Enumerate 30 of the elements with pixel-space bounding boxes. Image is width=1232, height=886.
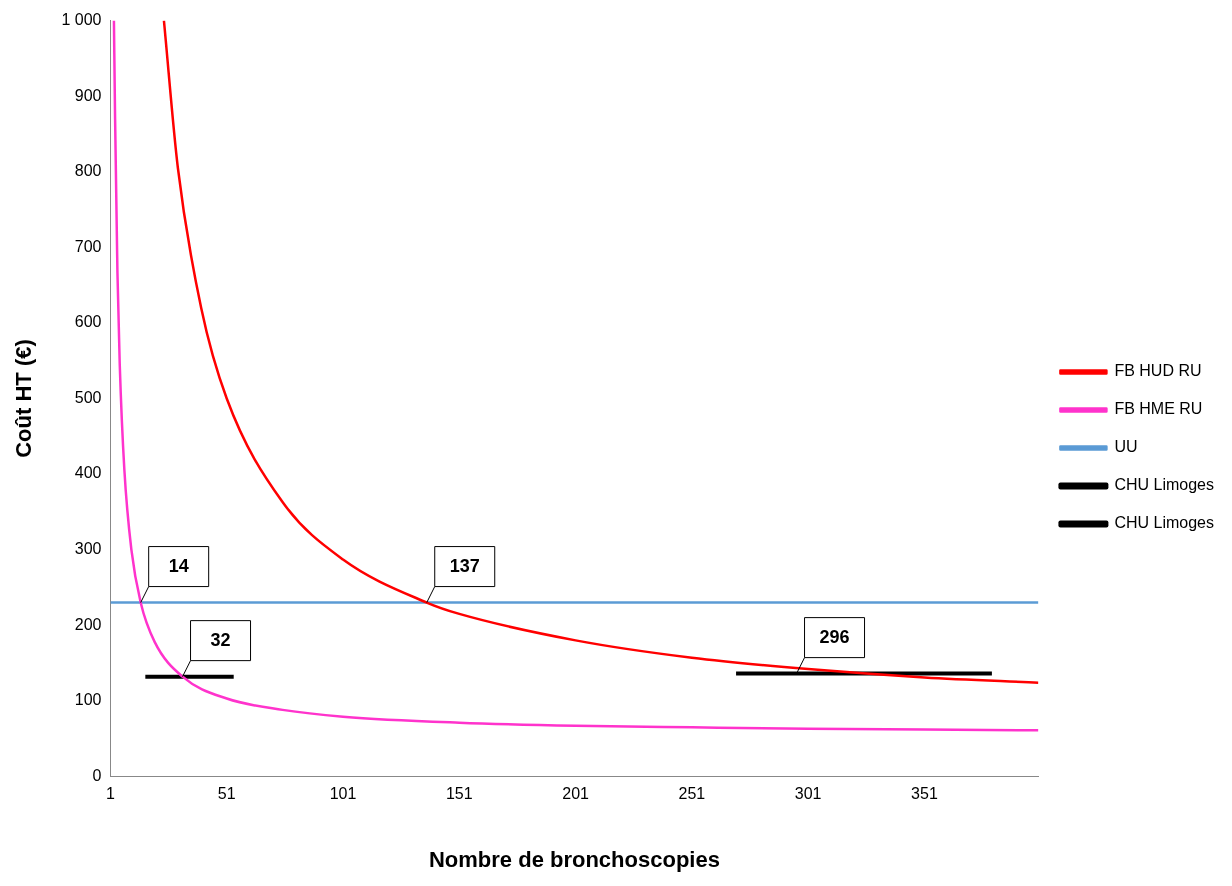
y-tick-label: 900: [74, 86, 102, 104]
x-tick-label: 51: [217, 785, 236, 803]
y-axis-title: Coût HT (€): [11, 339, 37, 458]
annotation: 32: [210, 629, 231, 650]
x-tick-label: 301: [794, 785, 822, 803]
x-axis-title: Nombre de bronchoscopies: [428, 846, 720, 872]
y-tick-label: 300: [74, 540, 102, 558]
y-tick-label: 500: [74, 388, 102, 406]
annotation: 137: [449, 555, 480, 576]
x-tick-label: 151: [445, 785, 473, 803]
x-tick-label: 201: [562, 785, 590, 803]
x-tick-label: 1: [105, 785, 115, 803]
annotation: 14: [168, 555, 189, 576]
y-tick-label: 600: [74, 313, 102, 331]
legend-label: CHU Limoges: [1114, 514, 1215, 532]
x-tick-label: 251: [678, 785, 706, 803]
annotation: 296: [819, 626, 850, 647]
y-tick-label: 800: [74, 162, 102, 180]
y-tick-label: 100: [74, 691, 102, 709]
legend-label: FB HUD RU: [1114, 362, 1202, 380]
y-tick-label: 0: [92, 766, 102, 784]
legend-label: CHU Limoges: [1114, 476, 1215, 494]
legend-label: UU: [1114, 438, 1138, 456]
y-tick-label: 200: [74, 615, 102, 633]
x-tick-label: 351: [911, 785, 938, 803]
x-tick-label: 101: [329, 785, 357, 803]
legend-label: FB HME RU: [1114, 400, 1203, 418]
y-tick-label: 1 000: [61, 11, 102, 29]
y-tick-label: 700: [74, 237, 102, 255]
y-tick-label: 400: [74, 464, 102, 482]
